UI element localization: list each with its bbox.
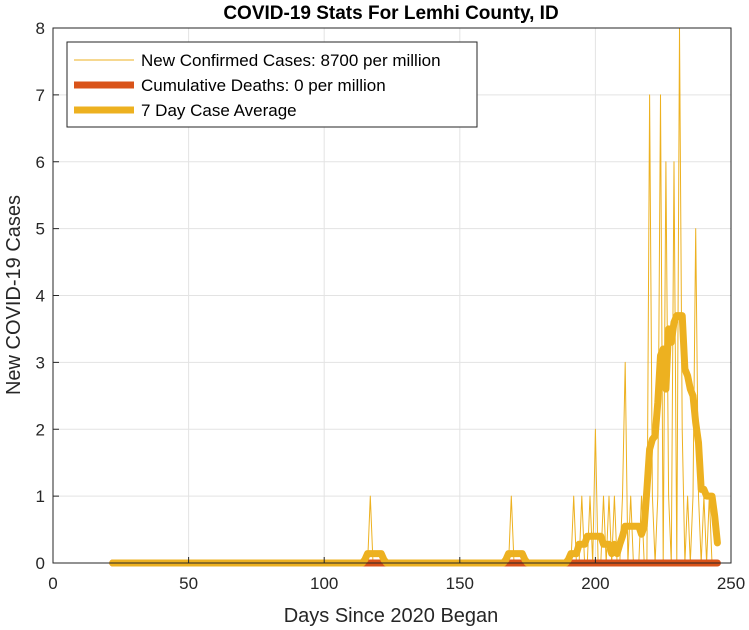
y-tick-label: 0 — [36, 554, 45, 573]
legend-box — [66, 41, 478, 128]
tick-marks — [52, 27, 732, 564]
y-tick-label: 7 — [36, 86, 45, 105]
y-axis-label: New COVID-19 Cases — [3, 195, 25, 395]
y-tick-label: 1 — [36, 487, 45, 506]
x-tick-labels: 0 50 100 150 200 250 — [48, 574, 745, 593]
legend-label-average: 7 Day Case Average — [141, 101, 297, 120]
y-tick-label: 3 — [36, 353, 45, 372]
y-tick-label: 8 — [36, 19, 45, 38]
chart-title: COVID-19 Stats For Lemhi County, ID — [223, 3, 558, 24]
y-tick-label: 2 — [36, 420, 45, 439]
x-tick-label: 150 — [446, 574, 474, 593]
x-tick-label: 50 — [179, 574, 198, 593]
legend-label-deaths: Cumulative Deaths: 0 per million — [141, 76, 386, 95]
x-tick-label: 0 — [48, 574, 57, 593]
y-tick-label: 6 — [36, 153, 45, 172]
y-tick-label: 4 — [36, 287, 45, 306]
series-7-day-average — [109, 312, 721, 567]
x-tick-label: 100 — [310, 574, 338, 593]
y-tick-label: 5 — [36, 220, 45, 239]
x-tick-label: 250 — [717, 574, 745, 593]
x-axis-label: Days Since 2020 Began — [284, 605, 499, 627]
y-tick-labels: 0 1 2 3 4 5 6 7 8 — [36, 19, 45, 573]
legend-label-new-cases: New Confirmed Cases: 8700 per million — [141, 51, 441, 70]
x-tick-label: 200 — [581, 574, 609, 593]
legend: New Confirmed Cases: 8700 per million Cu… — [66, 41, 478, 128]
